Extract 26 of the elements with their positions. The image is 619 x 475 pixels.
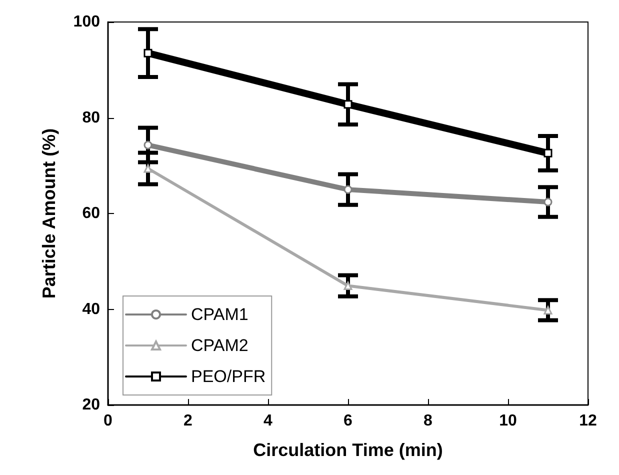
y-axis-title: Particle Amount (%)	[39, 128, 59, 299]
point	[544, 148, 552, 158]
point	[144, 48, 152, 58]
x-tick-label: 6	[344, 412, 353, 430]
point	[144, 140, 152, 150]
y-tick-label: 60	[82, 205, 100, 222]
y-tick-label: 100	[73, 14, 100, 30]
y-tick-label: 20	[82, 396, 100, 414]
legend-label: CPAM2	[191, 336, 248, 355]
legend-label: CPAM1	[191, 305, 248, 324]
point	[344, 282, 352, 290]
y-tick-label: 40	[82, 300, 100, 318]
point	[544, 198, 552, 206]
point	[144, 164, 152, 173]
point	[544, 306, 552, 314]
x-tick-label: 8	[424, 412, 433, 430]
point	[344, 100, 352, 109]
x-tick-label: 2	[184, 412, 193, 430]
legend-label: PEO/PFR	[191, 367, 266, 386]
y-tick-label: 80	[82, 109, 100, 126]
x-tick-label: 0	[104, 412, 113, 430]
point	[344, 185, 352, 194]
x-tick-label: 12	[579, 412, 597, 430]
x-tick-label: 10	[499, 412, 517, 430]
x-axis-title: Circulation Time (min)	[253, 440, 443, 460]
x-tick-label: 4	[264, 412, 273, 430]
